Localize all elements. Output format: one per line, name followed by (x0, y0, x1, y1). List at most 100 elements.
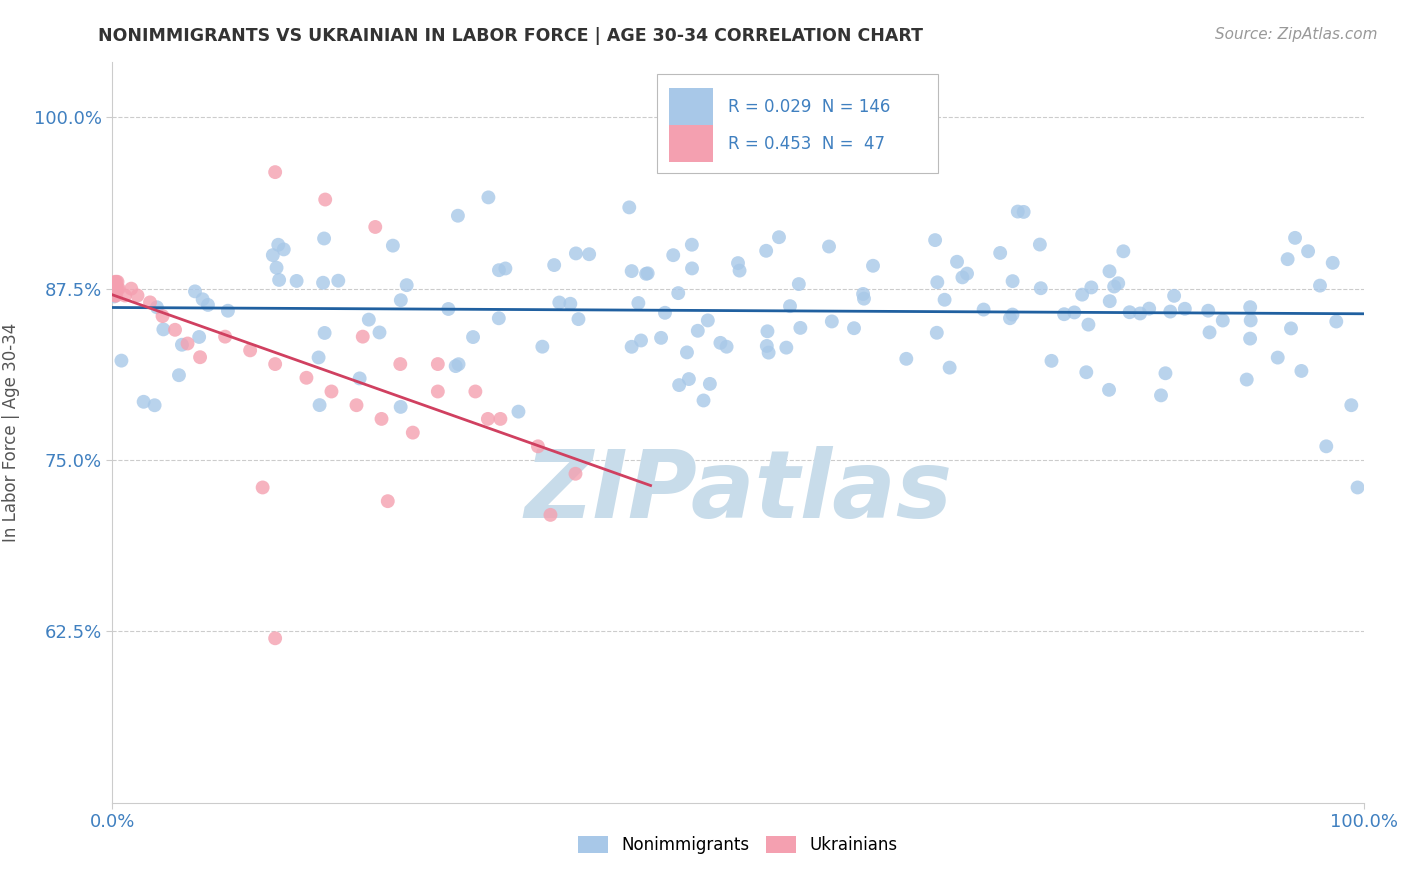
Point (494, 261, 516, 276)
Point (107, 275, 129, 289)
Text: Source: ZipAtlas.com: Source: ZipAtlas.com (1215, 27, 1378, 42)
Point (620, 264, 643, 278)
Point (852, 292, 875, 306)
Point (444, 359, 467, 373)
FancyBboxPatch shape (669, 126, 713, 162)
Point (1309, 278, 1331, 293)
Point (395, 278, 418, 293)
Point (619, 200, 641, 214)
Point (381, 238, 404, 252)
Point (946, 254, 969, 268)
Point (264, 165, 287, 179)
Point (188, 330, 211, 344)
Point (170, 337, 193, 351)
Point (308, 398, 330, 412)
Point (756, 324, 779, 338)
Point (696, 313, 718, 327)
Point (1291, 364, 1313, 378)
Legend: Nonimmigrants, Ukrainians: Nonimmigrants, Ukrainians (572, 830, 904, 861)
Point (197, 298, 219, 312)
Point (447, 357, 470, 371)
Point (167, 368, 190, 383)
Point (973, 302, 995, 317)
Point (666, 286, 689, 301)
Point (402, 425, 425, 440)
Point (564, 467, 586, 481)
Point (103, 282, 125, 296)
Point (531, 340, 554, 354)
Point (565, 246, 588, 260)
Point (314, 193, 336, 207)
Point (1197, 303, 1219, 318)
Point (110, 353, 132, 368)
Point (821, 314, 844, 328)
Point (464, 384, 486, 399)
Point (676, 345, 699, 359)
Point (389, 293, 412, 308)
Point (489, 412, 512, 426)
Point (1150, 388, 1173, 402)
Point (184, 285, 207, 299)
Point (627, 296, 650, 310)
FancyBboxPatch shape (669, 88, 713, 126)
Point (1279, 321, 1302, 335)
Point (934, 293, 956, 307)
Point (637, 266, 659, 280)
Point (709, 335, 731, 350)
Point (755, 339, 778, 353)
Point (956, 267, 979, 281)
Point (699, 376, 721, 391)
Point (377, 494, 399, 508)
Point (758, 345, 780, 359)
Point (328, 274, 350, 288)
Point (560, 297, 582, 311)
Point (176, 336, 198, 351)
Point (1174, 301, 1197, 316)
Point (543, 258, 565, 272)
Point (1029, 281, 1052, 295)
Point (1029, 237, 1052, 252)
Y-axis label: In Labor Force | Age 30-34: In Labor Force | Age 30-34 (3, 323, 20, 542)
Point (686, 324, 709, 338)
Text: R = 0.453  N =  47: R = 0.453 N = 47 (728, 135, 886, 153)
Point (152, 309, 174, 323)
Point (114, 288, 136, 302)
Point (214, 329, 236, 343)
Point (217, 303, 239, 318)
FancyBboxPatch shape (657, 73, 938, 173)
Point (488, 311, 510, 326)
Point (548, 295, 571, 310)
Point (352, 329, 374, 343)
Point (461, 330, 484, 344)
Point (1347, 480, 1369, 494)
Point (107, 282, 129, 296)
Point (314, 326, 336, 340)
Point (654, 306, 676, 320)
Point (527, 439, 550, 453)
Point (1112, 244, 1135, 259)
Point (152, 322, 174, 336)
Point (101, 282, 124, 296)
Point (938, 360, 960, 375)
Text: R = 0.029  N = 146: R = 0.029 N = 146 (728, 98, 890, 116)
Point (862, 259, 884, 273)
Point (1040, 354, 1063, 368)
Point (357, 312, 380, 326)
Point (896, 351, 918, 366)
Point (538, 508, 561, 522)
Point (266, 260, 288, 275)
Point (755, 244, 778, 258)
Text: ZIPatlas: ZIPatlas (524, 446, 952, 538)
Point (952, 270, 974, 285)
Point (1198, 326, 1220, 340)
Point (349, 371, 371, 385)
Point (1076, 365, 1098, 379)
Point (1212, 313, 1234, 327)
Point (779, 299, 801, 313)
Point (1098, 383, 1121, 397)
Point (988, 246, 1011, 260)
Point (426, 384, 449, 399)
Point (1107, 277, 1129, 291)
Point (191, 293, 214, 307)
Point (285, 274, 308, 288)
